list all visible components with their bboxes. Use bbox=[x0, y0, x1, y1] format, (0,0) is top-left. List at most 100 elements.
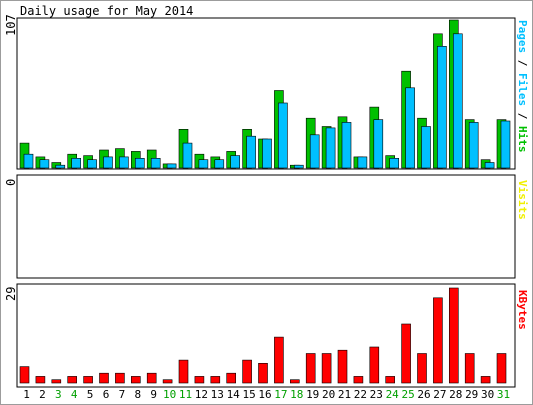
x-tick-label: 21 bbox=[338, 388, 351, 401]
files-bar bbox=[405, 87, 415, 169]
files-bar bbox=[198, 159, 209, 169]
x-tick-label: 5 bbox=[87, 388, 94, 401]
x-tick-label: 8 bbox=[134, 388, 141, 401]
files-bar bbox=[182, 142, 193, 169]
files-bar bbox=[309, 134, 320, 169]
x-tick-label: 23 bbox=[370, 388, 383, 401]
x-tick-label: 25 bbox=[401, 388, 414, 401]
files-bar bbox=[341, 122, 352, 169]
legend-part: / bbox=[516, 53, 529, 73]
files-bar bbox=[262, 138, 272, 169]
kbytes-bar bbox=[178, 359, 189, 384]
kbytes-bar bbox=[162, 379, 173, 384]
x-tick-label: 26 bbox=[417, 388, 430, 401]
x-tick-label: 16 bbox=[258, 388, 271, 401]
kbytes-bar bbox=[305, 353, 316, 384]
x-tick-label: 7 bbox=[119, 388, 126, 401]
kbytes-bar bbox=[35, 376, 46, 384]
x-tick-label: 17 bbox=[274, 388, 287, 401]
x-tick-label: 29 bbox=[465, 388, 478, 401]
kbytes-bar bbox=[480, 376, 491, 384]
kbytes-legend: KBytes bbox=[516, 290, 529, 330]
files-bar bbox=[119, 156, 129, 169]
visits-panel bbox=[16, 174, 516, 279]
x-tick-label: 19 bbox=[306, 388, 319, 401]
x-tick-label: 12 bbox=[195, 388, 208, 401]
x-tick-label: 10 bbox=[163, 388, 176, 401]
files-bar bbox=[325, 127, 336, 169]
legend-part: Pages bbox=[516, 20, 529, 53]
legend-part: Visits bbox=[516, 180, 529, 220]
x-tick-label: 2 bbox=[39, 388, 46, 401]
files-bar bbox=[87, 159, 97, 169]
kbytes-bar bbox=[337, 349, 348, 384]
x-tick-label: 31 bbox=[497, 388, 510, 401]
kbytes-bar bbox=[19, 366, 30, 384]
kbytes-bar bbox=[99, 372, 109, 384]
x-tick-label: 1 bbox=[23, 388, 30, 401]
kbytes-bar bbox=[353, 376, 364, 384]
kbytes-bar bbox=[242, 359, 252, 384]
legend-part: Hits bbox=[516, 126, 529, 153]
kbytes-bar bbox=[115, 372, 125, 384]
files-bar bbox=[357, 156, 368, 169]
kbytes-bar bbox=[258, 362, 268, 384]
kbytes-bar bbox=[496, 353, 507, 384]
kbytes-bar bbox=[131, 376, 141, 384]
kbytes-bar bbox=[83, 376, 93, 384]
files-bar bbox=[23, 153, 34, 169]
files-bar bbox=[246, 135, 256, 169]
files-bar bbox=[230, 155, 240, 169]
visits-legend: Visits bbox=[516, 180, 529, 220]
files-bar bbox=[373, 119, 384, 169]
files-bar bbox=[421, 126, 431, 169]
kbytes-bar bbox=[210, 376, 221, 384]
x-tick-label: 18 bbox=[290, 388, 303, 401]
files-bar bbox=[55, 164, 66, 169]
legend-part: / bbox=[516, 106, 529, 126]
kbytes-bar bbox=[464, 353, 475, 384]
x-tick-label: 9 bbox=[150, 388, 157, 401]
x-tick-label: 15 bbox=[242, 388, 255, 401]
chart-title: Daily usage for May 2014 bbox=[20, 4, 193, 18]
files-bar bbox=[293, 164, 304, 169]
files-bar bbox=[468, 122, 479, 169]
x-tick-label: 27 bbox=[433, 388, 446, 401]
files-bar bbox=[103, 156, 113, 169]
files-bar bbox=[214, 159, 225, 169]
files-bar bbox=[71, 158, 81, 169]
hits-y-max-label: 107 bbox=[4, 14, 18, 36]
kbytes-bar bbox=[448, 287, 459, 384]
files-bar bbox=[135, 158, 145, 169]
files-bar bbox=[389, 158, 400, 169]
x-tick-label: 20 bbox=[322, 388, 335, 401]
x-tick-label: 22 bbox=[354, 388, 367, 401]
kbytes-bar bbox=[401, 323, 411, 384]
x-tick-label: 14 bbox=[227, 388, 241, 401]
files-bar bbox=[150, 158, 161, 169]
files-bar bbox=[500, 120, 511, 169]
x-tick-label: 30 bbox=[481, 388, 494, 401]
files-bar bbox=[166, 163, 177, 169]
hits-legend: Pages / Files / Hits bbox=[516, 20, 529, 153]
kbytes-bar bbox=[417, 353, 427, 384]
kbytes-bar bbox=[274, 336, 284, 384]
x-tick-label: 6 bbox=[103, 388, 110, 401]
kbytes-bar bbox=[385, 376, 396, 384]
kbytes-bars bbox=[19, 287, 507, 384]
x-tick-label: 11 bbox=[179, 388, 192, 401]
x-tick-label: 3 bbox=[55, 388, 62, 401]
x-tick-label: 13 bbox=[211, 388, 224, 401]
x-tick-label: 24 bbox=[386, 388, 400, 401]
kbytes-bar bbox=[146, 372, 157, 384]
files-bar bbox=[484, 162, 495, 169]
x-tick-label: 4 bbox=[71, 388, 78, 401]
kbytes-panel bbox=[16, 283, 516, 388]
legend-part: Files bbox=[516, 73, 529, 106]
x-tick-label: 28 bbox=[449, 388, 462, 401]
x-axis-labels: 1 2 3 4 5 6 7 8 9 10 11 12 13 14 15 16 17 18 19 20 21 22 23 24 2… bbox=[23, 388, 510, 401]
files-bar bbox=[39, 159, 50, 169]
kbytes-bar bbox=[289, 379, 300, 384]
kbytes-y-max-label: 29 bbox=[4, 287, 18, 301]
